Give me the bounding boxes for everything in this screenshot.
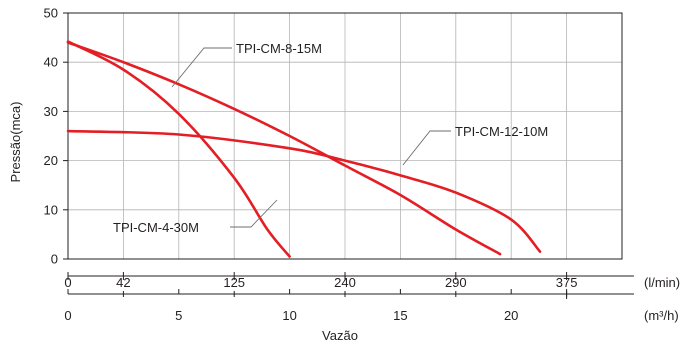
x-unit-bottom: (m³/h)	[644, 308, 679, 323]
y-axis: 0 10 20 30 40 50	[44, 6, 68, 267]
y-tick-label: 50	[44, 6, 58, 21]
plot-frame	[67, 12, 623, 260]
y-tick-label: 0	[51, 252, 58, 267]
grid	[67, 12, 623, 260]
x-unit-top: (l/min)	[644, 275, 680, 290]
x-tick-label-lmin: 375	[556, 275, 578, 290]
series-labels: TPI-CM-8-15M TPI-CM-12-10M TPI-CM-4-30M	[113, 41, 548, 235]
y-tick-label: 20	[44, 153, 58, 168]
y-tick-label: 30	[44, 104, 58, 119]
x-tick-label-m3h: 10	[282, 308, 296, 323]
series-lines	[66, 40, 542, 258]
series-label-leader	[171, 47, 232, 88]
x-tick-label-m3h: 5	[175, 308, 182, 323]
series-line	[66, 41, 502, 256]
series-label-leader	[402, 130, 451, 166]
series-label: TPI-CM-8-15M	[236, 41, 322, 56]
series-label-leader	[230, 199, 278, 228]
series-label: TPI-CM-12-10M	[455, 124, 548, 139]
x-tick-label-m3h: 0	[64, 308, 71, 323]
x-tick-label-lmin: 42	[116, 275, 130, 290]
series-line	[66, 40, 291, 258]
x-tick-label-lmin: 240	[334, 275, 356, 290]
x-tick-label-m3h: 20	[504, 308, 518, 323]
y-axis-title: Pressão(mca)	[8, 102, 23, 183]
x-tick-label-m3h: 15	[393, 308, 407, 323]
y-tick-label: 40	[44, 55, 58, 70]
series-line	[66, 129, 542, 253]
y-tick-label: 10	[44, 202, 58, 217]
series-label: TPI-CM-4-30M	[113, 220, 199, 235]
x-tick-label-lmin: 290	[445, 275, 467, 290]
x-tick-label-lmin: 125	[223, 275, 245, 290]
x-axis: 0 42 125 240 290 375 0 5 10 15 20	[64, 272, 634, 323]
x-tick-label-lmin: 0	[64, 275, 71, 290]
x-axis-title: Vazão	[322, 328, 358, 343]
